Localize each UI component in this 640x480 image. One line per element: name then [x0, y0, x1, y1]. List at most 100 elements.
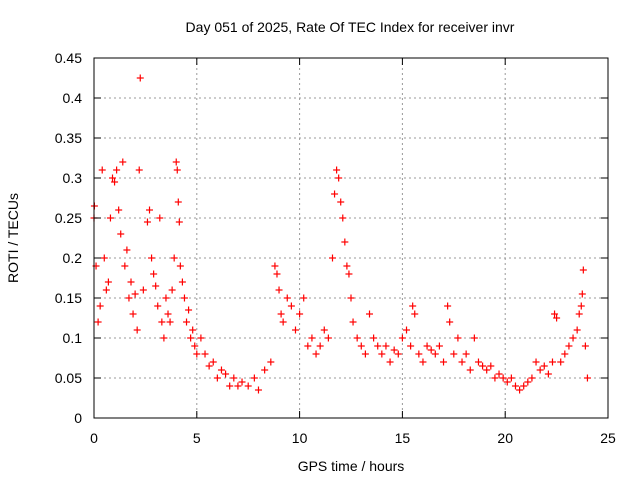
data-point: [135, 166, 143, 174]
data-point: [261, 366, 269, 374]
data-point: [366, 310, 374, 318]
data-point: [573, 326, 581, 334]
data-point: [283, 294, 291, 302]
data-point: [341, 238, 349, 246]
x-axis-label: GPS time / hours: [298, 458, 405, 474]
data-point: [578, 290, 586, 298]
data-point: [238, 378, 246, 386]
y-tick-label: 0.25: [55, 210, 82, 226]
y-axis-label: ROTI / TECUs: [5, 193, 21, 283]
data-point: [419, 358, 427, 366]
data-point: [178, 278, 186, 286]
data-point: [209, 358, 217, 366]
data-point: [150, 270, 158, 278]
data-point: [98, 166, 106, 174]
data-point: [287, 302, 295, 310]
data-point: [222, 370, 230, 378]
data-point: [148, 254, 156, 262]
data-point: [180, 294, 188, 302]
data-point: [123, 246, 131, 254]
data-point: [577, 302, 585, 310]
data-point: [440, 358, 448, 366]
data-point: [127, 278, 135, 286]
data-point: [320, 326, 328, 334]
data-point: [296, 310, 304, 318]
data-point: [370, 334, 378, 342]
data-point: [345, 270, 353, 278]
data-point: [378, 350, 386, 358]
y-tick-label: 0.2: [63, 250, 83, 266]
data-point: [536, 366, 544, 374]
data-point: [394, 350, 402, 358]
data-point: [390, 346, 398, 354]
data-point: [174, 198, 182, 206]
x-tick-label: 10: [292, 430, 308, 446]
data-points: [90, 74, 591, 394]
x-tick-label: 25: [600, 430, 616, 446]
plot-frame: [93, 57, 609, 419]
data-point: [131, 290, 139, 298]
data-point: [197, 334, 205, 342]
y-tick-label: 0.15: [55, 290, 82, 306]
data-point: [450, 350, 458, 358]
y-tick-label: 0.35: [55, 130, 82, 146]
data-point: [133, 326, 141, 334]
data-point: [291, 326, 299, 334]
data-point: [100, 254, 108, 262]
data-point: [158, 318, 166, 326]
data-point: [548, 358, 556, 366]
data-point: [503, 378, 511, 386]
data-point: [398, 334, 406, 342]
y-tick-label: 0.4: [63, 90, 83, 106]
data-point: [250, 374, 258, 382]
data-point: [193, 350, 201, 358]
data-point: [427, 346, 435, 354]
data-point: [431, 350, 439, 358]
data-point: [347, 294, 355, 302]
data-point: [487, 362, 495, 370]
data-point: [102, 286, 110, 294]
data-point: [308, 334, 316, 342]
data-point: [470, 334, 478, 342]
data-point: [189, 326, 197, 334]
data-point: [474, 358, 482, 366]
data-point: [316, 342, 324, 350]
data-point: [374, 342, 382, 350]
data-point: [479, 362, 487, 370]
data-point: [462, 350, 470, 358]
data-point: [357, 342, 365, 350]
data-point: [520, 382, 528, 390]
x-tick-label: 20: [497, 430, 513, 446]
data-point: [275, 286, 283, 294]
data-point: [113, 166, 121, 174]
x-axis: 0 5 10 15 20 25: [90, 58, 616, 446]
data-point: [583, 374, 591, 382]
y-tick-label: 0.1: [63, 330, 83, 346]
data-point: [201, 350, 209, 358]
data-point: [491, 374, 499, 382]
data-point: [226, 382, 234, 390]
data-point: [96, 302, 104, 310]
data-point: [540, 362, 548, 370]
data-point: [156, 214, 164, 222]
data-point: [444, 302, 452, 310]
data-point: [528, 374, 536, 382]
data-point: [415, 350, 423, 358]
data-point: [581, 342, 589, 350]
data-point: [154, 302, 162, 310]
data-point: [507, 374, 515, 382]
data-point: [335, 174, 343, 182]
data-point: [483, 366, 491, 374]
data-point: [304, 342, 312, 350]
data-point: [152, 282, 160, 290]
data-point: [143, 218, 151, 226]
data-point: [553, 314, 561, 322]
data-point: [333, 166, 341, 174]
data-point: [458, 358, 466, 366]
y-tick-label: 0.3: [63, 170, 83, 186]
y-tick-label: 0: [74, 410, 82, 426]
data-point: [119, 158, 127, 166]
data-point: [324, 334, 332, 342]
data-point: [217, 366, 225, 374]
